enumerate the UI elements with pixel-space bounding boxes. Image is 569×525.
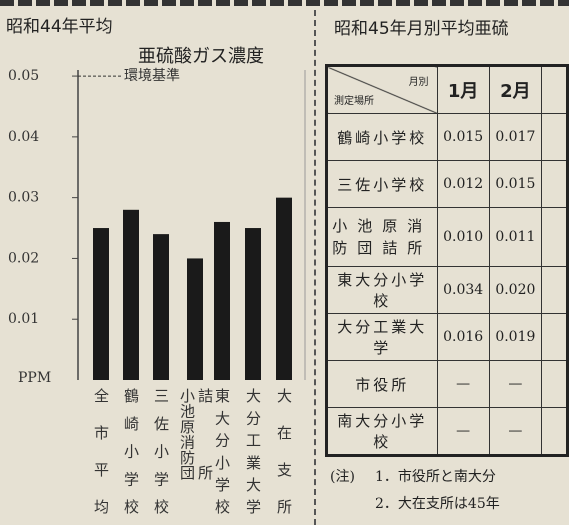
cell: 0.017 [488,113,542,161]
cut-cell [540,160,568,208]
x-tick-label: 大分工業大学 [244,388,262,514]
chart: 0.01 0.02 0.03 0.04 0.05 PPM 環境基準 [8,67,306,386]
cell: — [488,407,542,456]
row-label: 三佐小学校 [326,160,438,208]
heading: 昭和44年平均 [6,17,113,37]
table-row: 鶴崎小学校 0.015 0.017 [326,113,568,161]
bar [123,209,139,380]
cut-cell [540,65,569,114]
column-header: 1月 [436,65,490,114]
cell: 0.034 [436,266,490,314]
x-tick-label: 三佐小学校 [152,388,170,514]
y-tick-label: 0.05 [8,68,39,84]
cell: — [436,407,490,456]
row-label: 南大分小学校 [326,407,438,456]
cell: 0.011 [488,207,542,267]
table-row: 小池原消防団詰所 0.010 0.011 [326,207,568,267]
table-row: 東大分小学校 0.034 0.020 [326,266,568,314]
x-tick-label: 大在支所 [275,388,293,514]
table-title: 昭和45年月別平均亜硫 [334,19,509,39]
corner-bottom: 測定場所 [334,96,374,107]
bar [276,197,292,380]
table-row: 南大分小学校 — — [326,407,568,456]
x-tick-label: 東大分小学校 [213,388,231,514]
table-row: 三佐小学校 0.012 0.015 [326,160,568,208]
y-tick-label: 0.02 [8,250,39,266]
x-tick-label: 小池原消防団詰所 [178,388,214,480]
x-tick-label: 全市平均 [92,388,110,514]
cell: 0.010 [436,207,490,267]
x-tick-label: 鶴崎小学校 [122,388,140,514]
column-header: 2月 [488,65,542,114]
table-row: 大分工業大学 0.016 0.019 [326,313,568,361]
row-label: 東大分小学校 [326,266,438,314]
cell: — [436,360,490,408]
corner-top: 月別 [408,77,429,88]
bar [245,228,261,380]
bar [93,228,109,380]
table-body: 月別 測定場所 1月 2月 鶴崎小学校 0.015 0.017 三佐小学校 0.012 0.015… [326,65,569,456]
chart-title: 亜硫酸ガス濃度 [138,46,264,67]
cell: 0.015 [488,160,542,208]
annotation: 環境基準 [124,67,180,84]
cut-cell [540,407,568,456]
cell: 0.016 [436,313,490,361]
row-label: 市役所 [326,360,438,408]
row-label: 小池原消防団詰所 [326,207,438,267]
cell: 0.015 [436,113,490,161]
bar [153,234,169,380]
table: 月別 測定場所 1月 2月 鶴崎小学校 0.015 0.017 三佐小学校 0.012 0.015… [325,64,569,457]
bar [214,221,230,380]
cut-cell [540,113,568,161]
cut-cell [540,207,568,267]
cell: 0.019 [488,313,542,361]
separator [314,10,316,525]
header-row: 月別 測定場所 1月 2月 [326,65,569,114]
bar [187,258,203,380]
corner-cell: 月別測定場所 [326,65,438,114]
table-row: 市役所 — — [326,360,568,408]
y-axis-label: PPM [18,370,51,386]
row-label: 大分工業大学 [326,313,438,361]
note-item: 2．大在支所は45年 [375,496,500,512]
y-tick-label: 0.04 [8,129,39,145]
cut-cell [540,360,568,408]
y-tick-label: 0.03 [8,190,39,206]
cell: 0.020 [488,266,542,314]
note-label: (注) [330,469,355,485]
top-border [0,0,569,6]
note-item: 1．市役所と南大分 [375,469,496,485]
y-tick-label: 0.01 [8,311,39,327]
cell: — [488,360,542,408]
cut-cell [540,313,568,361]
row-label: 鶴崎小学校 [326,113,438,161]
cut-cell [540,266,568,314]
cell: 0.012 [436,160,490,208]
